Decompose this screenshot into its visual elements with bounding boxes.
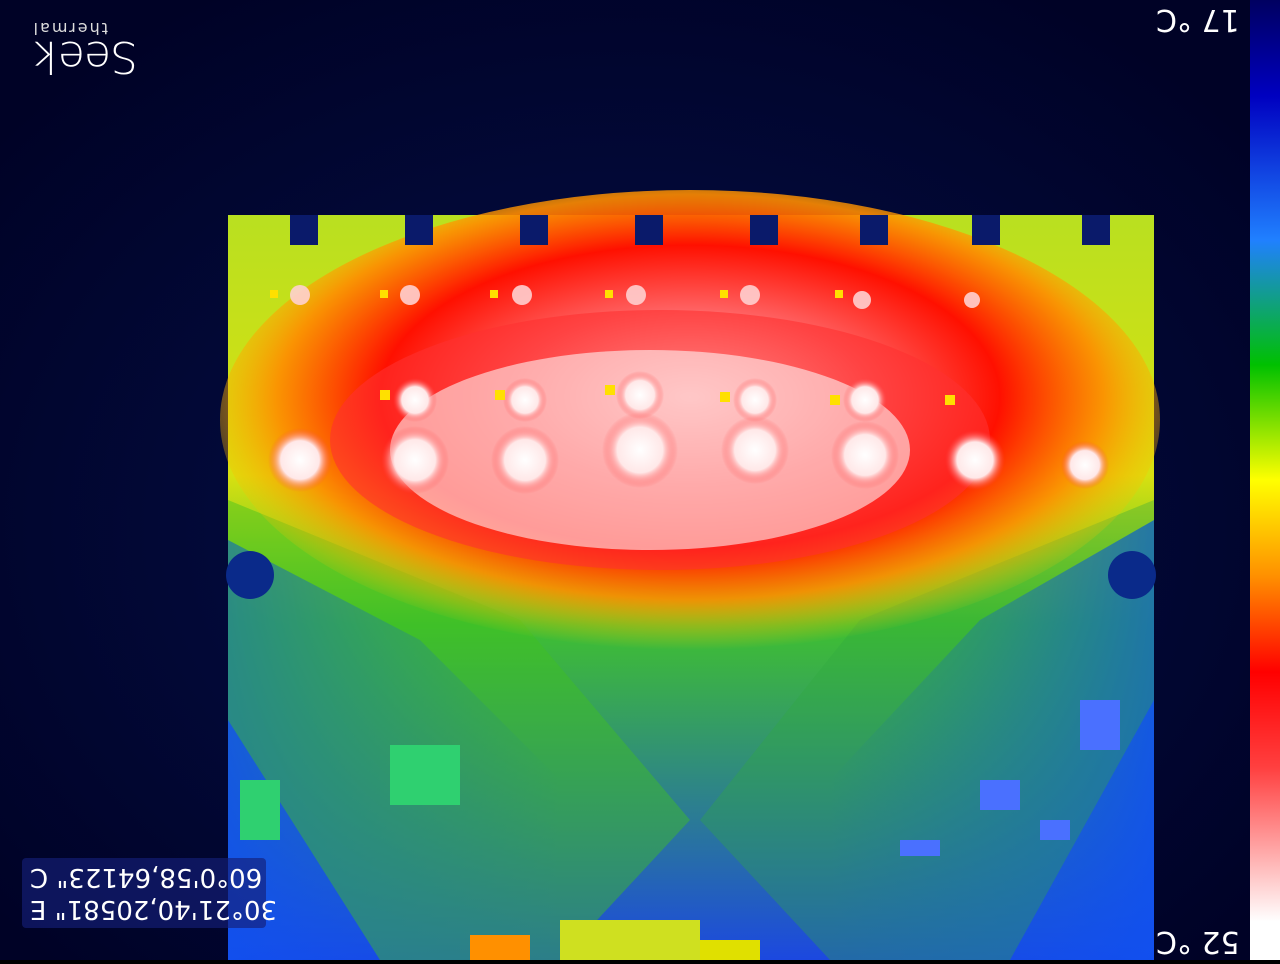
max-temp-label: 52 °C xyxy=(1156,924,1240,959)
logo-brand: Seek xyxy=(34,31,138,82)
color-scale-bar xyxy=(1250,0,1280,960)
logo-sub: thermal xyxy=(31,19,108,38)
gps-latitude: 30°21'40,20581" E xyxy=(30,894,278,924)
seek-thermal-logo: Seek thermal xyxy=(14,18,138,82)
gps-readout-box xyxy=(22,858,266,928)
thermal-image xyxy=(0,0,1250,960)
min-temp-label: 17 °C xyxy=(1156,2,1240,37)
gps-longitude: 60°0'58,64123" C xyxy=(30,862,263,892)
